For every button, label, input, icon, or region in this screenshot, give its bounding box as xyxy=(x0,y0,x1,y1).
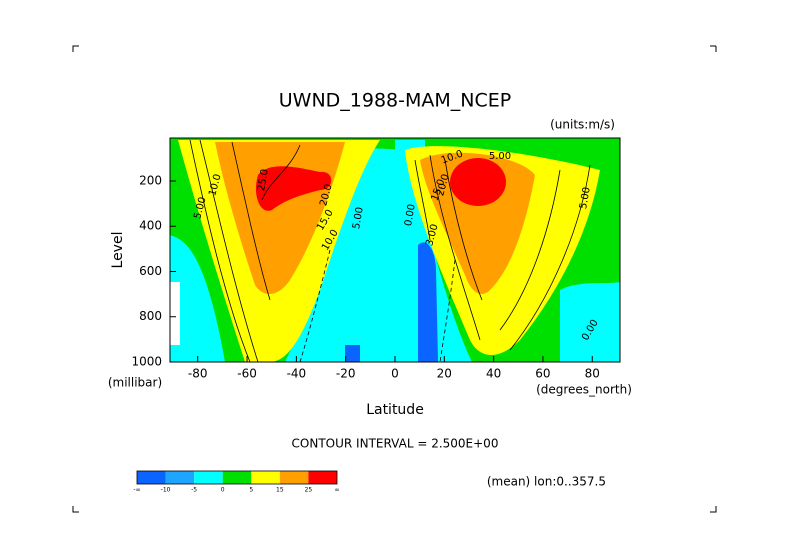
fills xyxy=(170,138,620,362)
y-tick-label: 400 xyxy=(139,219,162,233)
colorbar-label: ∞ xyxy=(335,487,340,494)
contour-fill xyxy=(170,235,225,362)
contour-line xyxy=(189,139,251,362)
contour-line xyxy=(444,159,483,301)
contour-interval: CONTOUR INTERVAL = 2.500E+00 xyxy=(292,437,499,451)
contour-lines xyxy=(189,139,591,362)
colorbar-swatch xyxy=(308,471,337,484)
contour-line xyxy=(261,144,301,201)
y-tick-label: 800 xyxy=(139,309,162,323)
x-units: (degrees_north) xyxy=(536,383,632,397)
colorbar-label: -10 xyxy=(161,487,171,494)
y-axis-title: Level xyxy=(110,232,126,269)
contour-label: 25.0 xyxy=(256,168,271,192)
colorbar-swatch xyxy=(251,471,280,484)
colorbar-frame xyxy=(136,470,338,485)
colorbar-label: 25 xyxy=(305,487,313,494)
colorbar-label: -∞ xyxy=(133,487,140,494)
x-tick-label: -20 xyxy=(336,367,356,381)
missing-region xyxy=(170,282,180,345)
x-tick-label: -80 xyxy=(188,367,208,381)
contour-fill xyxy=(450,158,506,206)
contour-fill xyxy=(345,345,360,362)
contour-line xyxy=(439,259,456,362)
colorbar-swatch xyxy=(194,471,223,484)
units: (units:m/s) xyxy=(550,118,615,132)
x-tick-label: -40 xyxy=(287,367,307,381)
contour-line xyxy=(429,154,481,341)
colorbar-swatch xyxy=(165,471,195,484)
x-tick-label: 0 xyxy=(391,367,399,381)
y-units: (millibar) xyxy=(108,376,162,390)
contour-fill xyxy=(560,282,620,362)
colorbar-label: 0 xyxy=(221,487,225,494)
y-tick-label: 1000 xyxy=(131,355,162,369)
contour-label: 5.00 xyxy=(489,151,511,162)
contour-label: 0.00 xyxy=(403,203,418,227)
colorbar-swatch xyxy=(279,471,309,484)
x-tick-label: 60 xyxy=(535,367,550,381)
contour-line xyxy=(509,164,591,351)
x-tick-label: 40 xyxy=(486,367,501,381)
contour-line xyxy=(414,159,431,241)
colorbar-label: -5 xyxy=(191,487,197,494)
chart-title: UWND_1988-MAM_NCEP xyxy=(279,90,511,112)
y-tick-label: 600 xyxy=(139,264,162,278)
contour-fill xyxy=(418,242,438,362)
x-tick-label: 20 xyxy=(437,367,452,381)
contour-fill xyxy=(255,166,332,211)
contour-line xyxy=(499,169,561,331)
colorbar-swatch xyxy=(137,471,166,484)
x-axis-title: Latitude xyxy=(366,402,424,418)
contour-label: 5.00 xyxy=(351,206,366,230)
contour-fill xyxy=(420,152,535,295)
colorbar-label: 15 xyxy=(276,487,284,494)
x-tick-label: 80 xyxy=(585,367,600,381)
colorbar-label: 5 xyxy=(249,487,253,494)
y-tick-label: 200 xyxy=(139,173,162,187)
contour-line xyxy=(231,141,271,301)
contour-line xyxy=(199,139,259,362)
footnote: (mean) lon:0..357.5 xyxy=(487,475,606,489)
contour-plot xyxy=(170,138,620,362)
contour-label: 5.00 xyxy=(578,186,593,210)
colorbar-swatch xyxy=(222,471,252,484)
corner-marks xyxy=(72,45,717,513)
x-tick-label: -60 xyxy=(237,367,257,381)
